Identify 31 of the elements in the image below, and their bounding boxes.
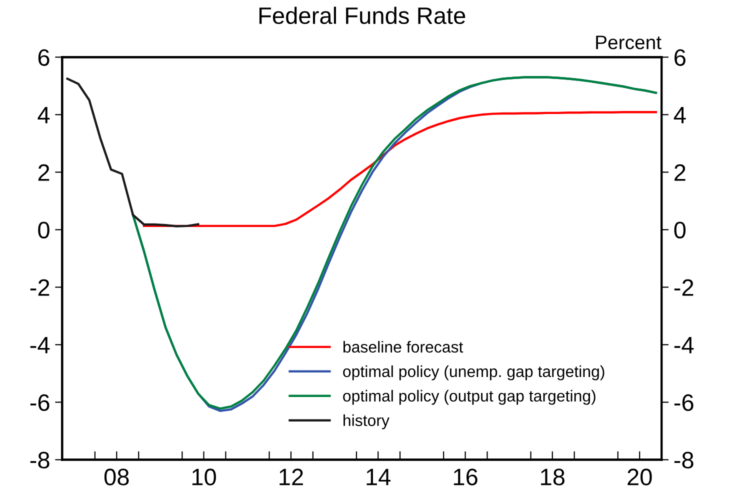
- y2-tick-label: -4: [674, 337, 694, 354]
- y2-tick-label: -6: [674, 394, 694, 412]
- line-series: [66, 78, 200, 228]
- x-tick-label: 10: [192, 468, 216, 486]
- y2-axis-title: Percent: [596, 36, 662, 50]
- y-tick-label: -8: [30, 452, 50, 469]
- x-tick-label: 08: [104, 468, 129, 486]
- legend-label: baseline forecast: [343, 340, 464, 353]
- legend-label: optimal policy (output gap targeting): [343, 390, 596, 405]
- y-tick-label: -2: [30, 279, 50, 296]
- x-tick-label: 12: [280, 468, 303, 486]
- y-tick-label: 6: [38, 49, 50, 66]
- x-tick-label: 18: [541, 468, 564, 486]
- y-tick-label: 2: [38, 164, 50, 181]
- x-tick-label: 20: [628, 468, 652, 486]
- y2-tick-label: 0: [674, 222, 686, 238]
- y2-tick-label: 6: [674, 49, 686, 66]
- y-tick-label: -4: [30, 337, 50, 354]
- x-tick-label: 14: [366, 468, 391, 486]
- legend-label: history: [344, 414, 390, 430]
- legend-label: optimal policy (unemp. gap targeting): [343, 365, 604, 380]
- y2-tick-label: 4: [674, 106, 686, 124]
- chart-title: Federal Funds Rate: [259, 6, 466, 24]
- y-tick-label: 4: [38, 106, 50, 124]
- y2-tick-label: 2: [674, 164, 686, 181]
- y2-tick-label: -2: [674, 279, 694, 296]
- y-tick-label: 0: [38, 222, 50, 238]
- y2-tick-label: -8: [674, 452, 694, 469]
- line-series: [142, 110, 658, 228]
- y-tick-label: -6: [30, 394, 50, 412]
- x-tick-label: 16: [454, 468, 478, 486]
